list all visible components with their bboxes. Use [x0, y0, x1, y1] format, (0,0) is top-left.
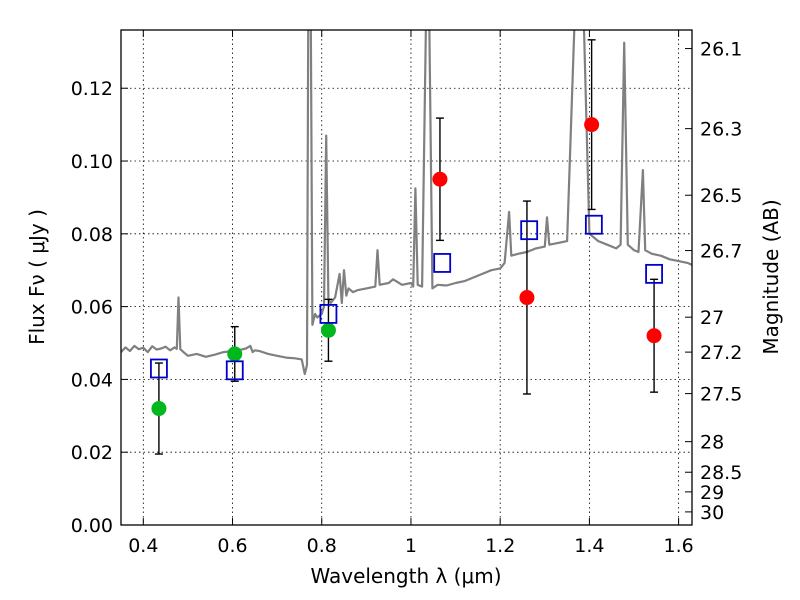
square-marker: [433, 253, 452, 273]
right-tick-label: 30: [700, 502, 724, 524]
right-tick-label: 27: [700, 307, 724, 329]
y-tick-label: 0.06: [71, 297, 113, 319]
plot-frame: [120, 29, 693, 526]
square-marker: [225, 360, 244, 381]
y-tick-label: 0.02: [71, 442, 113, 464]
x-tick-label: 0.6: [217, 535, 247, 557]
model-spectrum: [121, 30, 692, 376]
x-tick-label: 1.2: [485, 535, 515, 557]
x-tick-label: 1.6: [664, 535, 694, 557]
x-axis-title: Wavelength λ (μm): [310, 564, 501, 588]
x-tick-label: 0.8: [307, 535, 337, 557]
square-marker: [150, 358, 168, 379]
x-tick-label: 1: [405, 535, 417, 557]
axis-ticks: 0.4 0.6 0.8 1 1.2 1.4 1.6 0.00 0.02 0.04 0.06 0.08 0…: [71, 30, 742, 557]
x-tick-label: 0.4: [128, 535, 158, 557]
circle-marker: [646, 328, 662, 344]
spectrum-line: [121, 30, 692, 376]
circle-marker: [320, 322, 336, 338]
circle-marker: [519, 290, 535, 306]
square-marker: [645, 263, 663, 284]
square-marker: [319, 303, 338, 324]
square-marker: [520, 220, 539, 241]
right-tick-label: 28.5: [700, 462, 742, 484]
data-points: [150, 39, 663, 455]
circle-marker: [227, 346, 243, 362]
y-tick-label: 0.08: [71, 224, 113, 246]
right-tick-label: 26.1: [700, 39, 742, 61]
right-tick-label: 29: [700, 482, 724, 504]
grid: [121, 30, 692, 525]
circle-marker: [151, 401, 167, 417]
right-tick-label: 26.5: [700, 185, 742, 207]
right-tick-label: 27.2: [700, 342, 742, 364]
circle-marker: [432, 171, 448, 187]
circle-marker: [584, 117, 600, 133]
right-tick-label: 26.7: [700, 241, 742, 263]
y-tick-label: 0.10: [71, 151, 113, 173]
y-tick-label: 0.12: [71, 78, 113, 100]
right-tick-label: 28: [700, 432, 724, 454]
right-tick-label: 27.5: [700, 384, 742, 406]
y-tick-label: 0.04: [71, 369, 113, 391]
right-axis-title: Magnitude (AB): [759, 199, 783, 354]
x-tick-label: 1.4: [574, 535, 604, 557]
right-tick-label: 26.3: [700, 119, 742, 141]
square-marker: [584, 214, 603, 235]
y-tick-label: 0.00: [71, 515, 113, 537]
y-axis-title: Flux Fν ( μJy ): [25, 209, 49, 345]
